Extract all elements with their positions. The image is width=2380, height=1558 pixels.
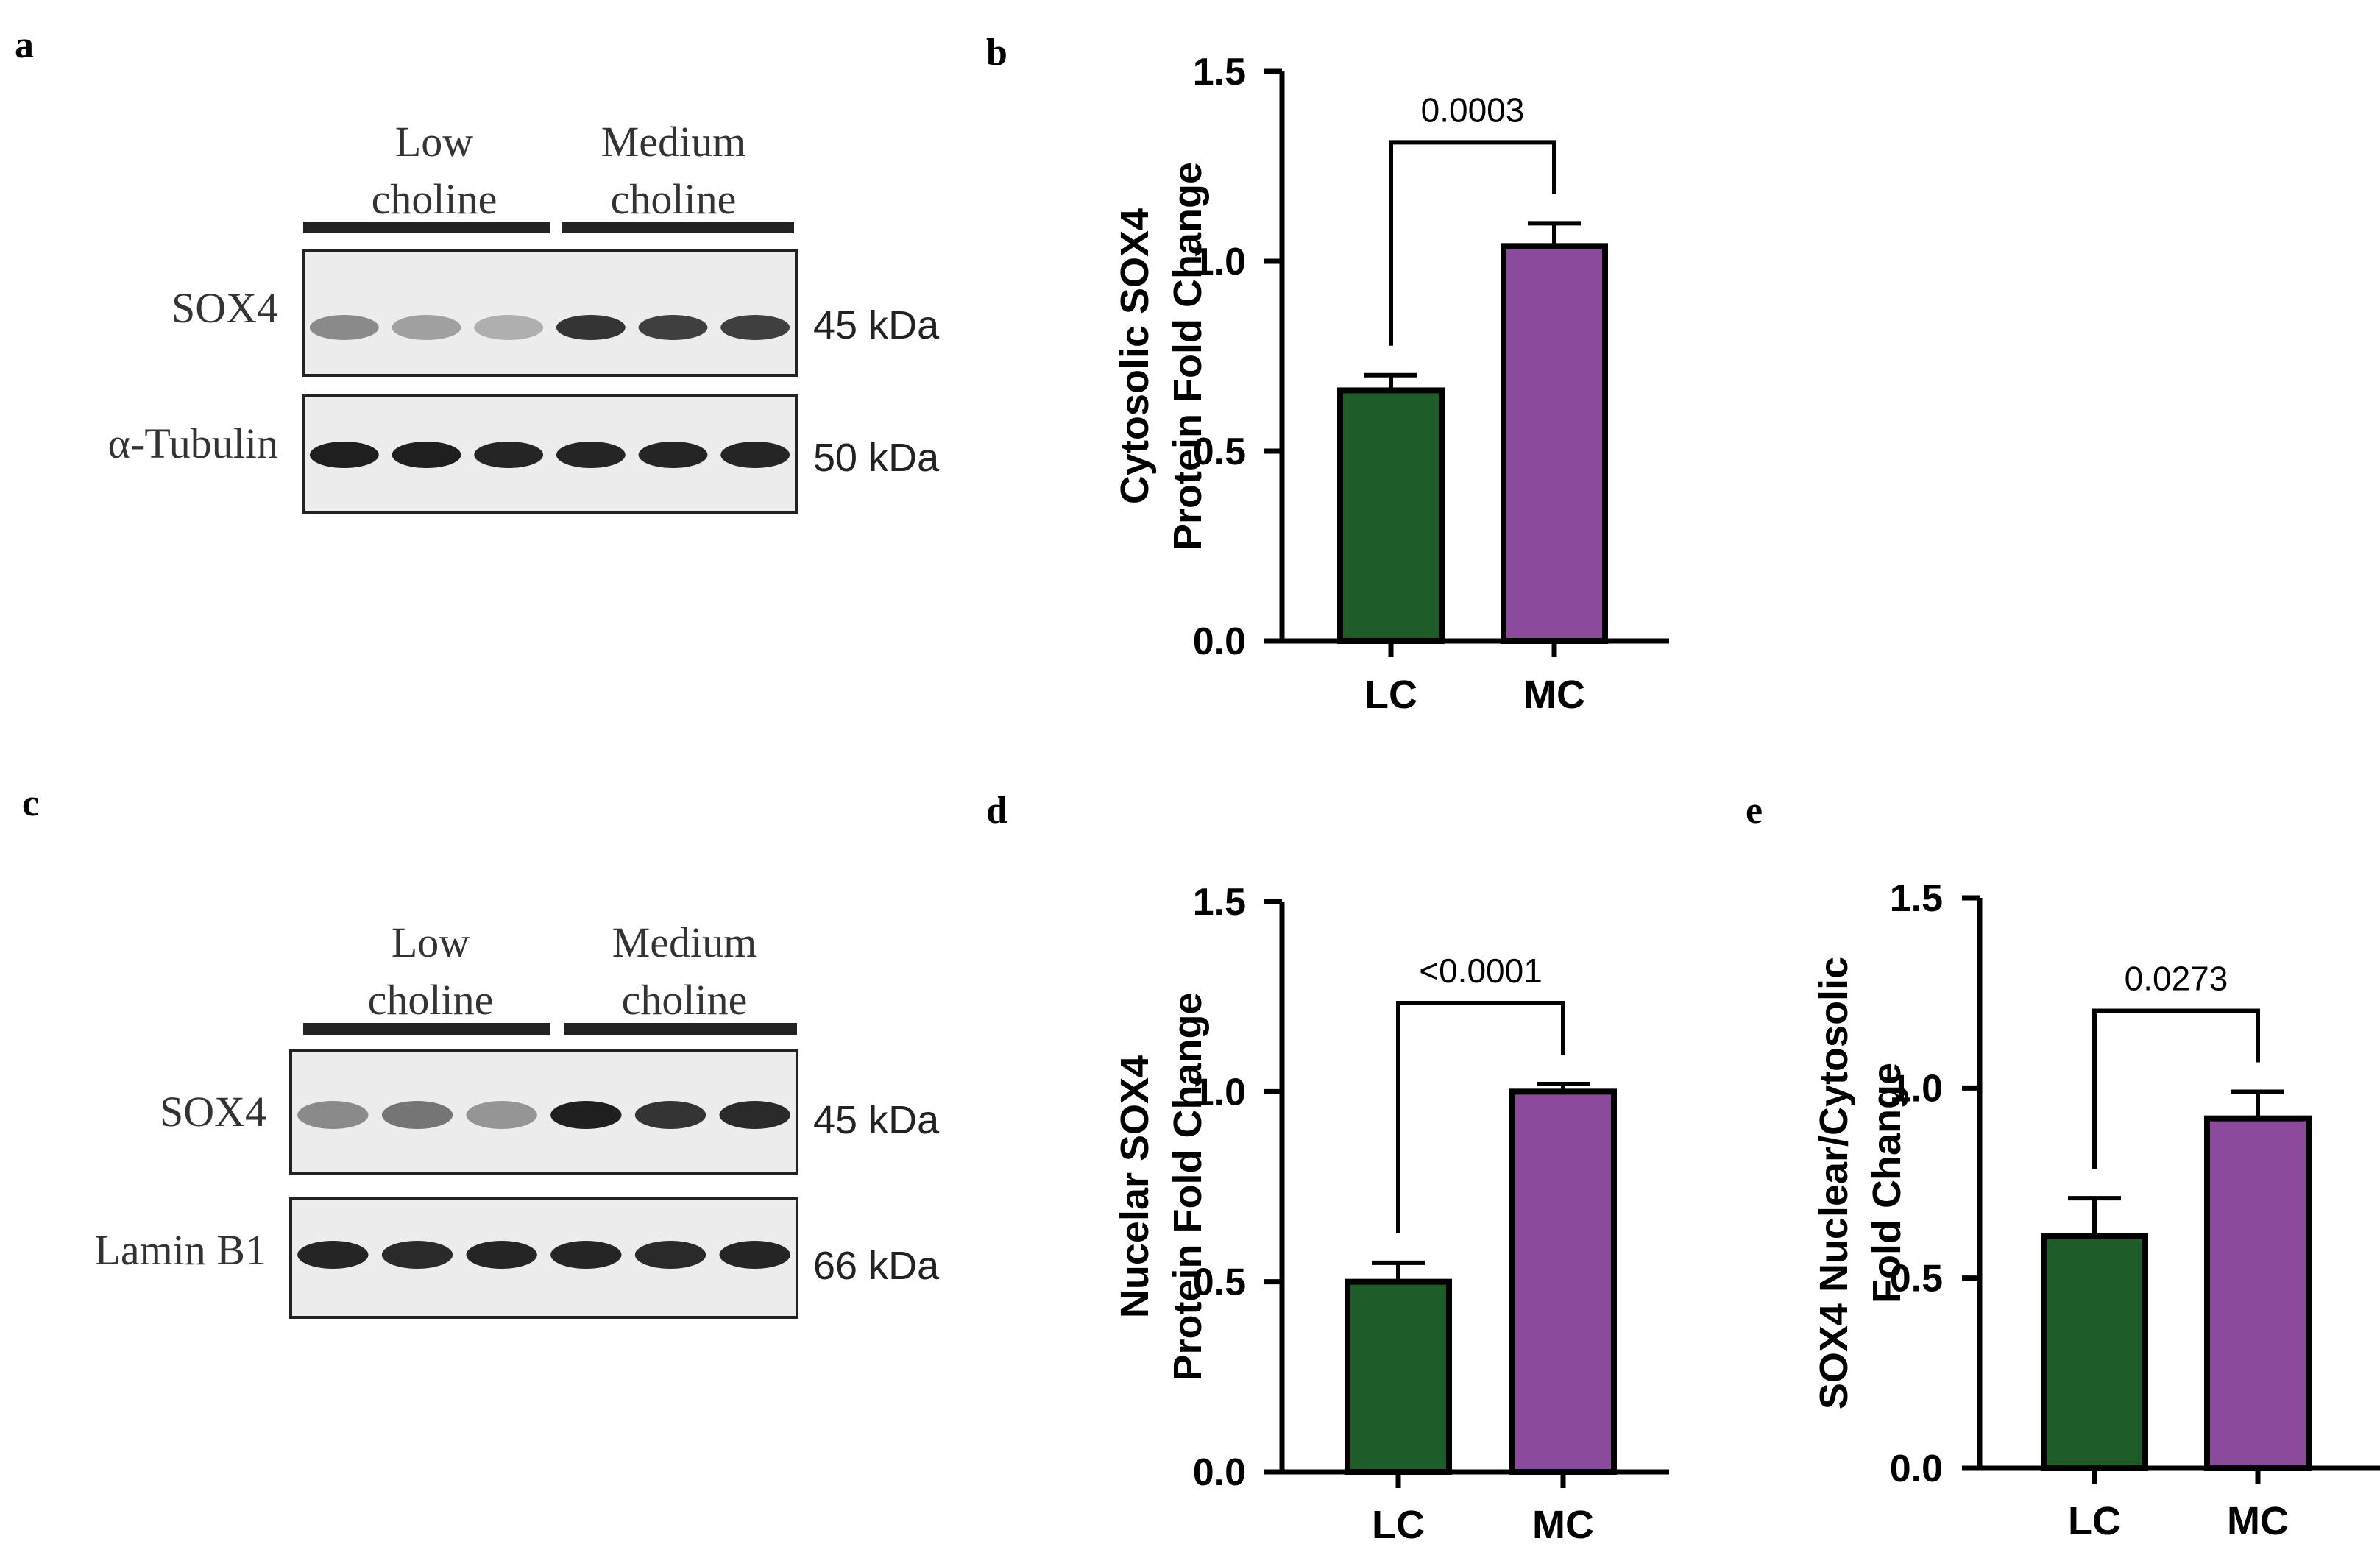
blot-band: [720, 442, 790, 468]
y-axis-label: Fold Change: [1865, 1063, 1909, 1303]
blot-band: [474, 442, 544, 468]
y-tick-label: 1.5: [1193, 51, 1246, 93]
bar-lc: [1345, 1278, 1452, 1475]
blot-size-label: 45 kDa: [813, 303, 940, 347]
blot-band: [550, 1241, 622, 1269]
panel-letter-e: e: [1746, 790, 1763, 832]
blot-size-label: 50 kDa: [813, 436, 940, 480]
blot-band: [550, 1101, 622, 1129]
blot-row-label: Lamin B1: [94, 1226, 266, 1274]
y-axis-label: SOX4 Nuclear/Cytosolic: [1812, 957, 1856, 1409]
blot-band: [634, 1101, 706, 1129]
y-tick-label: 1.5: [1890, 877, 1943, 920]
panel-letter-a: a: [15, 24, 34, 66]
group-bar-medium: [564, 1023, 797, 1035]
y-tick-label: 1.0: [1890, 1067, 1943, 1110]
bar-lc: [2041, 1233, 2148, 1472]
y-tick-label: 1.5: [1193, 881, 1246, 924]
blot-band: [719, 1241, 790, 1269]
x-tick-label: LC: [1364, 673, 1417, 717]
significance-label: <0.0001: [1419, 952, 1543, 990]
bar-chart-d: Nucelar SOX4 Protein Fold Change 0.0 0.5 1.0…: [1113, 881, 1669, 1547]
y-tick-label: 0.5: [1890, 1258, 1943, 1300]
blot-row-label: SOX4: [160, 1088, 266, 1136]
bar-chart-e: SOX4 Nuclear/Cytosolic Fold Change 0.0 0.5 1…: [1812, 877, 2380, 1543]
blot-group-label: choline: [611, 175, 737, 223]
blot-group-label: Medium: [601, 118, 746, 166]
x-tick-label: LC: [2068, 1499, 2121, 1543]
panel-letter-c: c: [22, 782, 39, 824]
blot-band: [466, 1241, 537, 1269]
blot-band: [381, 1101, 453, 1129]
blot-band: [297, 1101, 369, 1129]
x-tick-label: LC: [1372, 1503, 1425, 1547]
blot-band: [556, 442, 626, 468]
panel-letter-b: b: [986, 32, 1007, 74]
blot-band: [556, 315, 626, 340]
blot-band: [638, 315, 708, 340]
y-axis-label: Cytosolic SOX4: [1113, 208, 1157, 504]
bar-mc: [2204, 1115, 2312, 1471]
y-tick-label: 1.0: [1193, 241, 1246, 283]
blot-group-label: choline: [372, 175, 497, 223]
blot-membrane-sox4: [302, 249, 798, 377]
significance-bracket: [1396, 1001, 1565, 1233]
blot-group-label: Low: [395, 118, 473, 166]
y-axis-label: Protein Fold Change: [1166, 992, 1210, 1381]
blot-group-label: choline: [622, 976, 748, 1024]
y-tick-label: 1.0: [1193, 1071, 1246, 1113]
panel-letter-d: d: [986, 790, 1007, 832]
western-blot-a: Low choline Medium choline SOX4 45 kDa α…: [108, 118, 940, 514]
bar-chart-b: Cytosolic SOX4 Protein Fold Change 0.0 0.5 1…: [1113, 51, 1669, 717]
blot-size-label: 66 kDa: [813, 1244, 940, 1288]
blot-band: [720, 315, 790, 340]
blot-band: [466, 1101, 537, 1129]
group-bar-medium: [562, 222, 794, 233]
y-tick-label: 0.5: [1193, 431, 1246, 473]
blot-group-label: choline: [368, 976, 494, 1024]
bar-lc: [1337, 387, 1445, 644]
significance-bracket: [2092, 1008, 2260, 1169]
blot-band: [309, 315, 379, 340]
blot-size-label: 45 kDa: [813, 1098, 940, 1142]
blot-band: [297, 1241, 369, 1269]
bar-mc: [1509, 1088, 1617, 1476]
y-tick-label: 0.0: [1890, 1448, 1943, 1490]
blot-membrane-tubulin: [302, 394, 798, 514]
blot-row-label: α-Tubulin: [108, 419, 278, 467]
y-axis-label: Protein Fold Change: [1166, 162, 1210, 550]
blot-band: [392, 442, 461, 468]
blot-band: [474, 315, 544, 340]
blot-row-label: SOX4: [171, 284, 278, 332]
y-tick-label: 0.0: [1193, 1451, 1246, 1494]
group-bar-low: [303, 1023, 550, 1035]
y-tick-label: 0.0: [1193, 620, 1246, 663]
y-axis-label: Nucelar SOX4: [1113, 1055, 1157, 1318]
blot-band: [381, 1241, 453, 1269]
x-tick-label: MC: [1532, 1503, 1594, 1547]
group-bar-low: [303, 222, 550, 233]
blot-membrane-lamin: [289, 1197, 798, 1319]
x-tick-label: MC: [2227, 1499, 2289, 1543]
blot-membrane-sox4: [289, 1049, 798, 1175]
blot-band: [719, 1101, 790, 1129]
blot-group-label: Low: [392, 918, 470, 966]
blot-band: [309, 442, 379, 468]
bar-mc: [1501, 243, 1608, 644]
blot-band: [392, 315, 461, 340]
y-tick-label: 0.5: [1193, 1261, 1246, 1304]
x-tick-label: MC: [1523, 673, 1585, 717]
western-blot-c: Low choline Medium choline SOX4 45 kDa L…: [94, 918, 940, 1319]
blot-band: [634, 1241, 706, 1269]
blot-band: [638, 442, 708, 468]
significance-bracket: [1389, 140, 1556, 346]
blot-group-label: Medium: [612, 918, 757, 966]
significance-label: 0.0273: [2125, 960, 2228, 998]
significance-label: 0.0003: [1421, 91, 1525, 129]
